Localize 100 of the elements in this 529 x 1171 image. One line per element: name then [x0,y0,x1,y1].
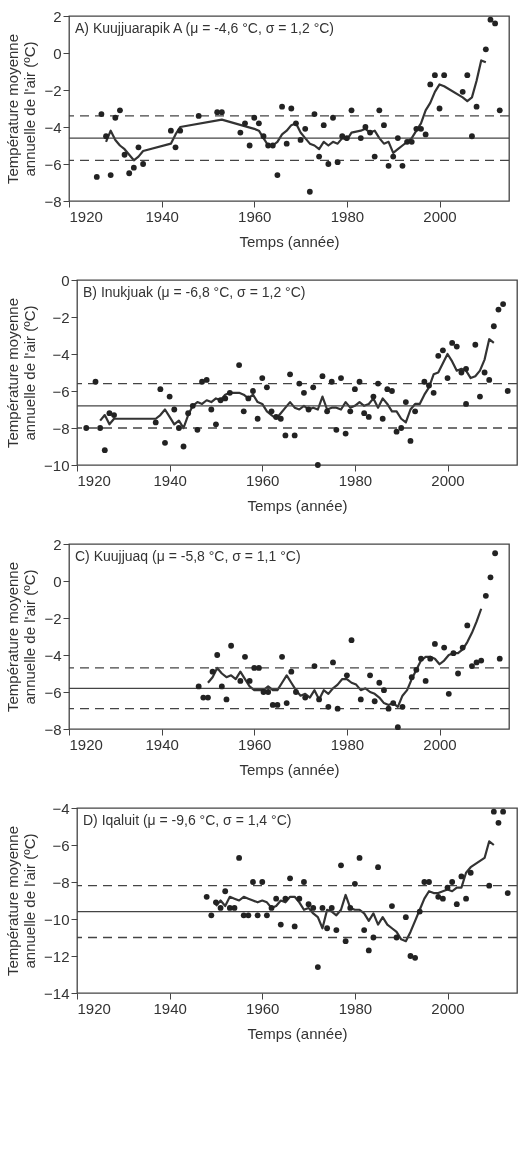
x-tick-label: 2000 [431,999,465,1017]
y-tick-label: 2 [53,7,62,25]
point [245,912,252,919]
point [496,655,503,662]
point [310,904,317,911]
point [453,901,460,908]
point [223,696,230,703]
point [217,904,224,911]
point [259,879,266,885]
point [439,895,446,902]
point [334,705,341,712]
point [296,895,303,902]
point [427,655,434,662]
x-tick-label: 1980 [338,999,373,1017]
point [478,657,485,664]
point [314,964,321,971]
point [273,895,280,902]
x-tick-label: 1940 [145,207,179,225]
point [226,904,233,911]
y-tick-label: −12 [44,947,70,965]
point [426,879,432,885]
point [444,884,451,891]
point [375,864,381,871]
point [301,879,307,885]
point [490,808,497,815]
y-tick-label: −4 [52,799,70,817]
x-tick-label: 1960 [238,207,272,225]
y-tick-label: 0 [53,572,62,590]
point [412,954,419,961]
y-tick-label: −6 [44,683,62,701]
y-tick-label: −10 [44,910,70,928]
y-tick-label: −2 [52,308,70,326]
point [370,934,377,941]
point [463,895,469,902]
point [277,921,284,928]
x-axis-title: Temps (année) [239,760,340,778]
point [288,668,295,675]
point [416,908,423,915]
point [228,642,235,649]
point [231,904,238,911]
x-tick-label: 1920 [69,207,103,225]
point [469,663,475,670]
point [263,912,270,919]
point [445,690,452,697]
point [504,890,511,897]
annotation: D) Iqaluit (μ = -9,6 °C, σ = 1,4 °C) [83,812,292,828]
annotation: C) Kuujjuaq (μ = -5,8 °C, σ = 1,1 °C) [75,548,301,564]
y-axis-title: Température moyenne annuelle de l'air (ºC) [4,33,39,185]
point [413,666,420,673]
point [316,696,323,703]
point [283,700,290,707]
line-series [214,840,495,943]
x-tick-label: 2000 [423,207,457,225]
y-tick-label: −2 [44,609,62,627]
point [467,869,474,876]
y-axis-title: Température moyenne annuelle de l'air (ºC) [4,561,39,713]
point [482,592,489,599]
y-tick-label: −10 [44,456,70,474]
y-tick-label: −6 [44,155,62,173]
point [287,875,293,882]
point [328,904,335,911]
point [441,644,448,651]
point [279,653,285,660]
point [487,574,494,581]
x-axis-title: Temps (année) [247,1024,348,1042]
x-tick-label: 1940 [153,471,187,489]
point [311,663,318,670]
point [389,903,395,909]
point [205,694,211,701]
point [255,665,262,671]
x-tick-label: 1920 [69,735,103,753]
point [305,901,312,908]
point [324,925,331,932]
point [218,683,225,690]
point [293,689,299,695]
point [361,927,368,934]
point [381,687,387,694]
point [365,947,372,954]
point [291,923,298,930]
point [450,650,457,657]
x-tick-label: 1960 [246,471,280,489]
point [393,934,400,941]
y-tick-label: −6 [52,836,70,854]
x-tick-label: 1980 [330,735,365,753]
point [486,882,493,889]
y-tick-label: −4 [52,345,70,363]
point [458,873,465,880]
point [492,550,499,557]
point [237,677,244,684]
point [371,698,378,705]
point [455,670,461,677]
point [254,912,261,919]
y-tick-label: −4 [44,646,62,664]
point [394,724,401,731]
point [213,899,219,906]
annotation: B) Inukjuak (μ = -6,8 °C, σ = 1,2 °C) [83,284,306,300]
point [376,679,383,686]
x-tick-label: 1920 [77,999,111,1017]
point [265,689,272,695]
point [356,855,363,861]
